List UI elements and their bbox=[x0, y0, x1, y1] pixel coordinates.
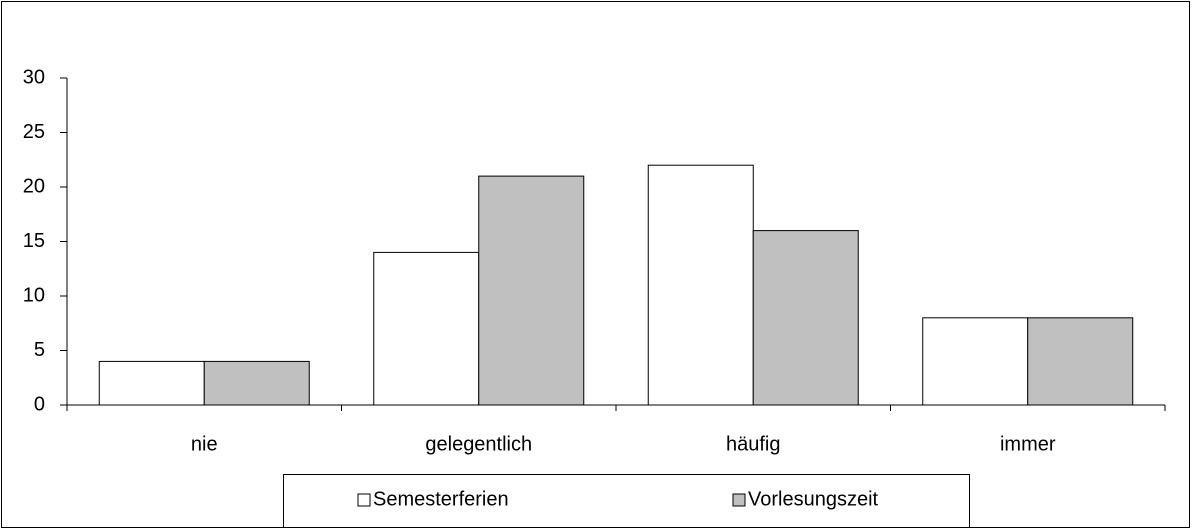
bar bbox=[373, 251, 480, 406]
legend-swatch bbox=[732, 493, 746, 507]
y-tick-label: 0 bbox=[34, 393, 45, 415]
bar bbox=[1027, 317, 1134, 406]
y-tick-label: 15 bbox=[23, 230, 45, 252]
bar bbox=[478, 175, 585, 406]
y-tick-label: 20 bbox=[23, 175, 45, 197]
bar bbox=[203, 360, 310, 406]
legend-label: Vorlesungszeit bbox=[748, 488, 879, 510]
x-tick-label: nie bbox=[191, 433, 218, 455]
bar bbox=[922, 317, 1029, 406]
y-tick-label: 5 bbox=[34, 339, 45, 361]
x-tick-label: gelegentlich bbox=[425, 433, 532, 455]
x-tick-label: häufig bbox=[726, 433, 781, 455]
legend-swatch bbox=[357, 493, 371, 507]
bar bbox=[647, 164, 754, 406]
bar bbox=[98, 360, 205, 406]
legend-label: Semesterferien bbox=[373, 488, 509, 510]
y-tick-label: 30 bbox=[23, 66, 45, 88]
bar bbox=[752, 230, 859, 406]
y-tick-label: 25 bbox=[23, 121, 45, 143]
legend bbox=[283, 474, 970, 528]
x-tick-label: immer bbox=[1000, 433, 1056, 455]
y-tick-label: 10 bbox=[23, 284, 45, 306]
